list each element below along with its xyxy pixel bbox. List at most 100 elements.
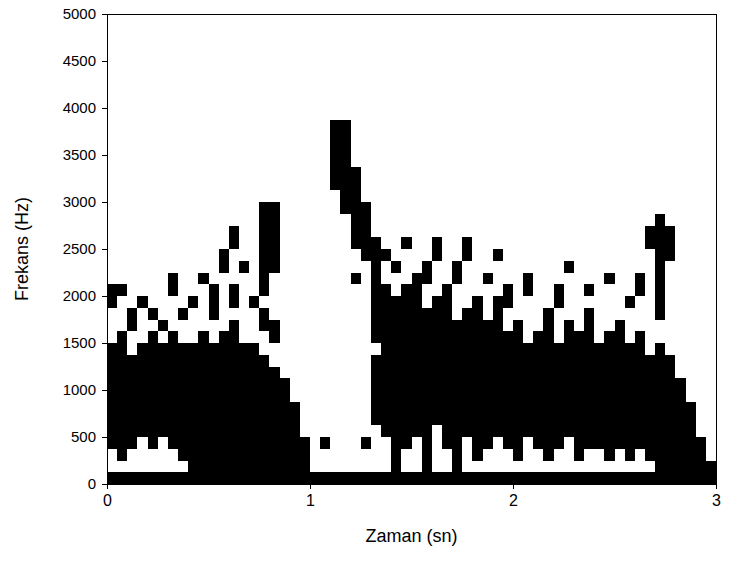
plot-area bbox=[107, 120, 716, 484]
band bbox=[615, 472, 625, 484]
band bbox=[483, 472, 493, 484]
y-tick-mark bbox=[102, 202, 107, 203]
band bbox=[401, 472, 411, 484]
band bbox=[625, 296, 635, 308]
x-tick-label: 3 bbox=[712, 492, 721, 509]
band bbox=[320, 437, 330, 449]
band bbox=[117, 284, 127, 296]
y-tick: 2000 bbox=[63, 287, 107, 304]
x-tick-mark bbox=[716, 484, 717, 489]
band bbox=[615, 320, 625, 449]
band bbox=[168, 472, 178, 484]
band bbox=[594, 472, 604, 484]
band bbox=[269, 320, 279, 344]
band bbox=[127, 472, 137, 484]
band bbox=[148, 331, 158, 449]
y-tick-label: 4500 bbox=[63, 52, 96, 69]
y-tick: 3000 bbox=[63, 193, 107, 210]
band bbox=[584, 284, 594, 296]
band bbox=[584, 308, 594, 449]
band bbox=[432, 296, 442, 425]
band bbox=[178, 472, 188, 484]
band bbox=[493, 249, 503, 261]
band bbox=[391, 261, 401, 273]
band bbox=[178, 308, 188, 320]
band bbox=[107, 343, 117, 449]
y-tick: 4000 bbox=[63, 99, 107, 116]
x-tick-label: 2 bbox=[509, 492, 518, 509]
band bbox=[381, 249, 391, 261]
y-tick-label: 3000 bbox=[63, 193, 96, 210]
band bbox=[503, 331, 513, 449]
band bbox=[188, 296, 198, 308]
band bbox=[493, 472, 503, 484]
band bbox=[645, 472, 655, 484]
band bbox=[574, 472, 584, 484]
band bbox=[259, 308, 269, 332]
y-tick: 5000 bbox=[63, 5, 107, 22]
band bbox=[422, 261, 432, 285]
x-tick-mark bbox=[310, 484, 311, 489]
y-tick: 3500 bbox=[63, 146, 107, 163]
y-tick: 4500 bbox=[63, 52, 107, 69]
y-tick: 0 bbox=[88, 475, 107, 492]
band bbox=[635, 273, 645, 297]
band bbox=[381, 284, 391, 437]
band bbox=[483, 273, 493, 285]
band bbox=[229, 320, 239, 485]
band bbox=[686, 402, 696, 484]
band bbox=[209, 284, 219, 319]
y-axis-line bbox=[102, 15, 108, 485]
band bbox=[533, 472, 543, 484]
band bbox=[219, 249, 229, 273]
band bbox=[462, 308, 472, 437]
band bbox=[188, 343, 198, 484]
band bbox=[635, 472, 645, 484]
band bbox=[412, 273, 422, 438]
band bbox=[554, 472, 564, 484]
band bbox=[148, 308, 158, 320]
band bbox=[198, 273, 208, 285]
x-tick-mark bbox=[513, 484, 514, 489]
band bbox=[127, 308, 137, 332]
band bbox=[533, 331, 543, 449]
band bbox=[625, 472, 635, 484]
y-tick-label: 5000 bbox=[63, 5, 96, 22]
band bbox=[442, 284, 452, 449]
y-tick: 1000 bbox=[63, 381, 107, 398]
band bbox=[107, 472, 117, 484]
band bbox=[462, 237, 472, 261]
y-tick-mark bbox=[102, 437, 107, 438]
band bbox=[239, 261, 249, 273]
band bbox=[137, 296, 147, 308]
band bbox=[209, 343, 219, 484]
band bbox=[320, 472, 330, 484]
band bbox=[554, 343, 564, 449]
band bbox=[117, 331, 127, 460]
x-tick: 2 bbox=[509, 484, 518, 509]
y-tick-mark bbox=[102, 155, 107, 156]
band bbox=[269, 202, 279, 273]
band bbox=[584, 472, 594, 484]
band bbox=[127, 355, 137, 449]
y-tick-label: 1000 bbox=[63, 381, 96, 398]
y-axis: 0500100015002000250030003500400045005000 bbox=[63, 5, 108, 492]
band bbox=[503, 284, 513, 308]
band bbox=[269, 367, 279, 485]
band bbox=[239, 343, 249, 484]
band bbox=[310, 472, 320, 484]
band bbox=[645, 226, 655, 250]
band bbox=[249, 343, 259, 484]
y-tick-label: 500 bbox=[71, 428, 96, 445]
band bbox=[543, 472, 553, 484]
band bbox=[543, 308, 553, 461]
band bbox=[340, 120, 350, 214]
band bbox=[564, 261, 574, 273]
band bbox=[574, 331, 584, 460]
band bbox=[351, 472, 361, 484]
band bbox=[290, 402, 300, 484]
y-tick-mark bbox=[102, 108, 107, 109]
band bbox=[472, 296, 482, 461]
band bbox=[381, 472, 391, 484]
band bbox=[117, 472, 127, 484]
